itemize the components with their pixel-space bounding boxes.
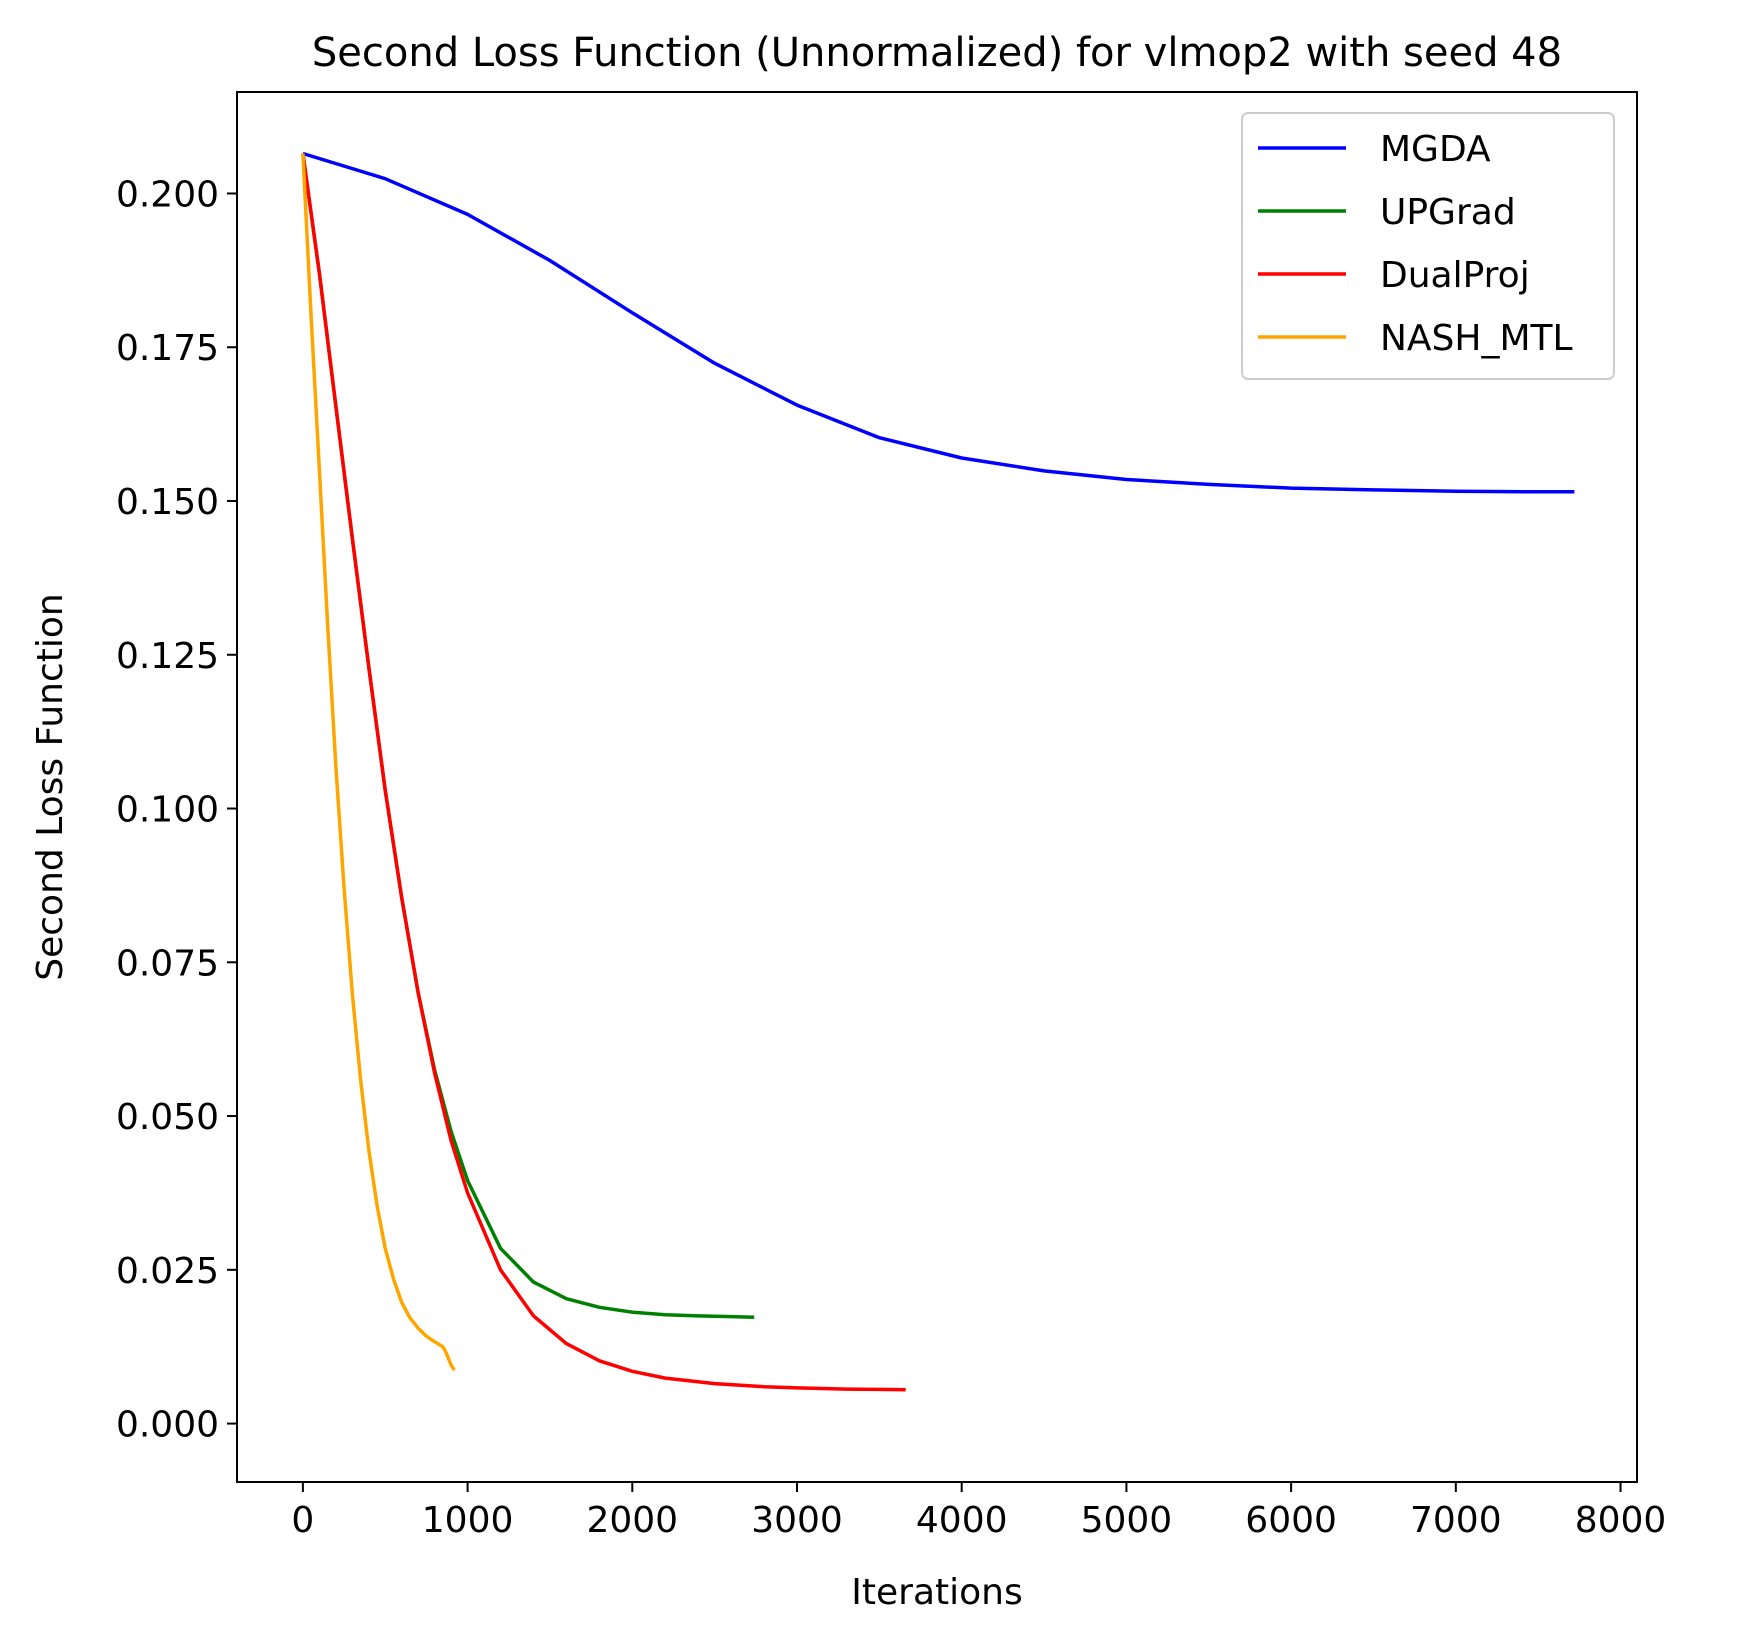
x-tick-label: 2000 <box>586 1500 678 1541</box>
series-line-mgda <box>302 151 1575 494</box>
y-tick-label: 0.000 <box>116 1405 219 1446</box>
x-tick-label: 4000 <box>916 1500 1008 1541</box>
y-tick-label: 0.100 <box>116 790 219 831</box>
y-tick-label: 0.200 <box>116 174 219 215</box>
x-tick-label: 0 <box>291 1500 314 1541</box>
x-axis-label: Iterations <box>851 1572 1022 1613</box>
legend-label: MGDA <box>1380 129 1491 170</box>
y-tick-label: 0.025 <box>116 1251 219 1292</box>
y-tick-label: 0.175 <box>116 328 219 369</box>
legend-box <box>1241 112 1615 380</box>
legend-label: DualProj <box>1380 255 1530 296</box>
legend-label: NASH_MTL <box>1380 318 1573 359</box>
x-tick-label: 6000 <box>1245 1500 1337 1541</box>
chart-title: Second Loss Function (Unnormalized) for … <box>312 30 1562 76</box>
legend: MGDA UPGrad DualProj NASH_MTL <box>1241 112 1615 380</box>
legend-label: UPGrad <box>1380 192 1516 233</box>
y-tick-label: 0.150 <box>116 482 219 523</box>
series-line-dualproj <box>301 153 906 1392</box>
x-tick-label: 7000 <box>1410 1500 1502 1541</box>
x-axis-ticks: 0 1000 2000 3000 4000 5000 6000 7000 8000 <box>291 1482 1666 1541</box>
x-tick-label: 8000 <box>1575 1500 1667 1541</box>
y-axis-ticks: 0.000 0.025 0.050 0.075 0.100 0.125 0.150 0.175… <box>116 174 237 1446</box>
series-line-nash-mtl <box>301 153 456 1372</box>
plot-area-frame <box>236 91 1638 1483</box>
y-tick-label: 0.125 <box>116 636 219 677</box>
y-tick-label: 0.050 <box>116 1097 219 1138</box>
x-tick-label: 5000 <box>1081 1500 1173 1541</box>
y-axis-label: Second Loss Function <box>30 593 71 980</box>
y-tick-label: 0.075 <box>116 943 219 984</box>
x-tick-label: 3000 <box>751 1500 843 1541</box>
series-layer <box>301 151 1575 1392</box>
x-tick-label: 1000 <box>422 1500 514 1541</box>
